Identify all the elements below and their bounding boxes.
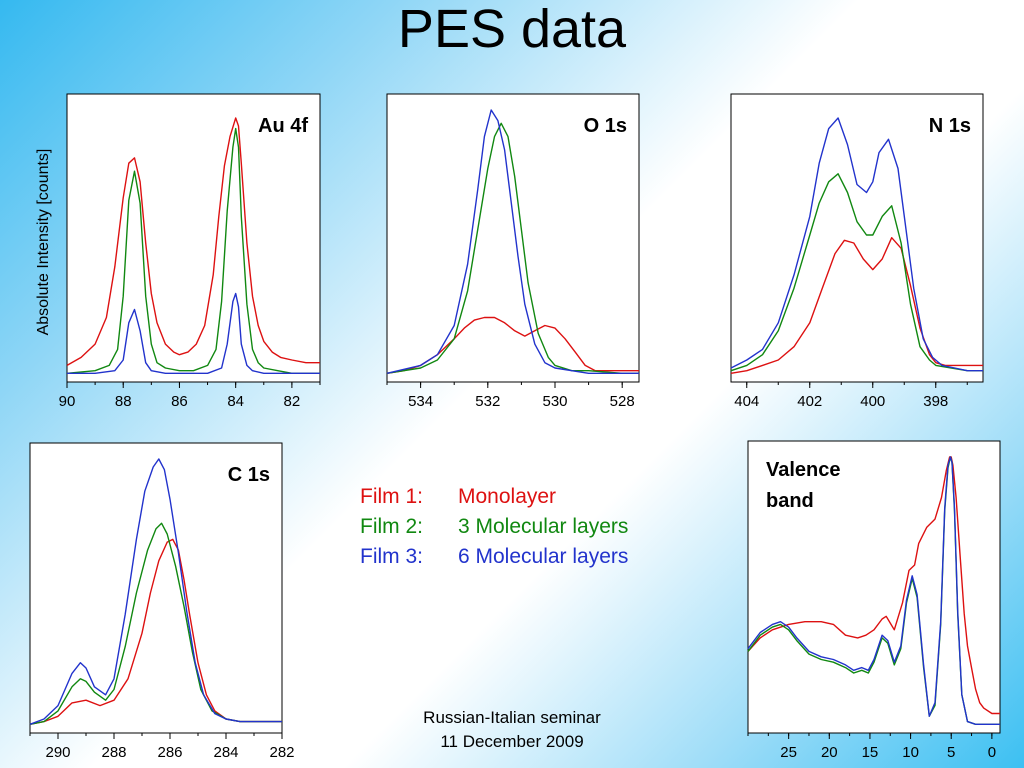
series-line-film-3 xyxy=(29,458,282,725)
x-tick-label: 10 xyxy=(902,744,919,761)
panel-title: O 1s xyxy=(584,115,627,137)
panel-title: Au 4f xyxy=(258,115,308,137)
x-tick-label: 288 xyxy=(101,744,126,761)
legend-row-film1: Film 1: Monolayer xyxy=(360,482,628,512)
legend-film-label: Film 2: xyxy=(360,515,423,538)
footer: Russian-Italian seminar 11 December 2009 xyxy=(380,706,644,754)
x-tick-label: 528 xyxy=(610,393,635,410)
panel-title: Valence band xyxy=(766,459,841,512)
legend-film-desc: 3 Molecular layers xyxy=(458,515,629,538)
x-tick-label: 532 xyxy=(475,393,500,410)
series-line-film-3 xyxy=(747,456,1000,725)
x-tick-label: 15 xyxy=(862,744,879,761)
footer-date: 11 December 2009 xyxy=(440,732,584,751)
series-line-film-1 xyxy=(29,538,282,725)
plot-frame xyxy=(730,93,984,383)
x-tick-label: 20 xyxy=(821,744,838,761)
x-tick-label: 90 xyxy=(59,393,76,410)
x-tick-label: 530 xyxy=(542,393,567,410)
legend-film-label: Film 1: xyxy=(360,485,423,508)
legend-film-label: Film 3: xyxy=(360,545,423,568)
x-tick-label: 88 xyxy=(115,393,132,410)
series-line-film-3 xyxy=(730,117,983,372)
plot-frame xyxy=(29,442,283,734)
x-tick-label: 402 xyxy=(797,393,822,410)
legend-row-film2: Film 2: 3 Molecular layers xyxy=(360,512,628,542)
x-tick-label: 86 xyxy=(171,393,188,410)
series-line-film-3 xyxy=(386,109,639,374)
footer-event: Russian-Italian seminar xyxy=(423,708,601,727)
x-tick-label: 290 xyxy=(45,744,70,761)
panel-title-line: band xyxy=(766,490,814,512)
panel-title: N 1s xyxy=(929,115,971,137)
x-tick-label: 534 xyxy=(408,393,433,410)
panel-title: C 1s xyxy=(228,464,270,486)
series-line-film-3 xyxy=(67,292,320,374)
legend-film-desc: Monolayer xyxy=(458,485,557,508)
x-tick-label: 404 xyxy=(734,393,759,410)
legend: Film 1: Monolayer Film 2: 3 Molecular la… xyxy=(360,482,628,572)
x-tick-label: 286 xyxy=(157,744,182,761)
x-tick-label: 400 xyxy=(860,393,885,410)
x-tick-label: 82 xyxy=(284,393,301,410)
x-tick-label: 25 xyxy=(780,744,797,761)
series-line-film-2 xyxy=(66,127,320,374)
x-tick-label: 282 xyxy=(269,744,294,761)
x-tick-label: 84 xyxy=(227,393,244,410)
plot-frame xyxy=(66,93,321,383)
slide-title: PES data xyxy=(397,0,627,59)
legend-film-desc: 6 Molecular layers xyxy=(458,545,629,568)
x-tick-label: 398 xyxy=(923,393,948,410)
legend-row-film3: Film 3: 6 Molecular layers xyxy=(360,542,628,572)
plot-frame xyxy=(747,440,1001,734)
panel-title-line: Valence xyxy=(766,459,841,481)
series-line-film-1 xyxy=(386,316,639,374)
y-axis-label: Absolute Intensity [counts] xyxy=(35,149,52,336)
series-line-film-2 xyxy=(730,173,983,372)
series-line-film-1 xyxy=(66,117,320,367)
x-tick-label: 5 xyxy=(947,744,955,761)
x-tick-label: 0 xyxy=(988,744,996,761)
series-line-film-1 xyxy=(747,456,1000,715)
plot-frame xyxy=(386,93,640,383)
x-tick-label: 284 xyxy=(213,744,238,761)
